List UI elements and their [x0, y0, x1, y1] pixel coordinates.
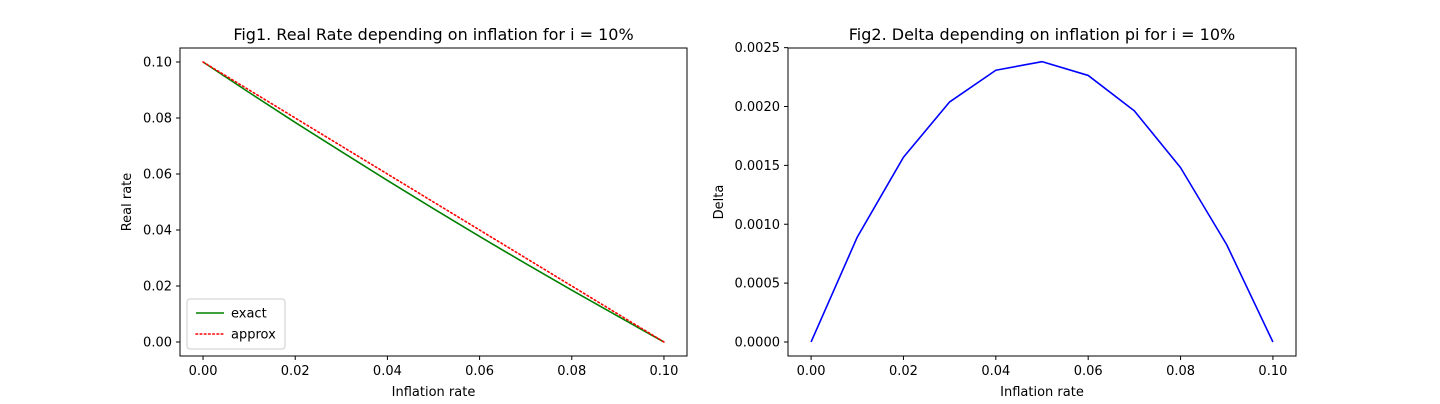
chart1-legend-label-exact: exact: [231, 307, 267, 322]
chart1-series-exact-line: [202, 61, 665, 343]
chart2-x-tick-label: 0.06: [1074, 364, 1103, 379]
chart1-y-tick-label: 0.08: [143, 112, 172, 127]
chart1-y-tick-label: 0.04: [143, 224, 172, 239]
chart1-legend: exact approx: [186, 298, 286, 350]
chart2-x-axis-label: Inflation rate: [1000, 385, 1084, 400]
chart1-y-tick-label: 0.10: [143, 56, 172, 71]
chart2-y-tick-label: 0.0020: [735, 100, 781, 115]
chart2-axes-frame: [787, 47, 1297, 357]
chart1-y-tick-label: 0.06: [143, 168, 172, 183]
chart1-legend-box: [186, 298, 286, 350]
chart2-x-tick-label: 0.02: [889, 364, 918, 379]
chart2-series-delta-line: [810, 60, 1274, 343]
chart1-y-tick-label: 0.00: [143, 336, 172, 351]
chart1-axes-frame: [179, 47, 688, 357]
chart2-y-tick-label: 0.0010: [735, 218, 781, 233]
chart1-x-tick-label: 0.10: [649, 364, 678, 379]
chart1-x-tick-label: 0.06: [465, 364, 494, 379]
chart1-title: Fig1. Real Rate depending on inflation f…: [233, 25, 633, 44]
chart2-y-axis-label: Delta: [712, 185, 727, 220]
chart2-x-tick-label: 0.00: [797, 364, 826, 379]
chart-real-rate: Fig1. Real Rate depending on inflation f…: [120, 25, 688, 400]
chart1-series-approx-line: [202, 61, 665, 343]
chart2-x-tick-label: 0.04: [981, 364, 1010, 379]
chart1-x-tick-label: 0.00: [189, 364, 218, 379]
chart2-y-tick-label: 0.0000: [735, 335, 781, 350]
chart1-legend-label-approx: approx: [231, 328, 276, 343]
chart1-x-axis-label: Inflation rate: [392, 385, 476, 400]
chart1-y-axis-label: Real rate: [120, 173, 135, 232]
chart2-y-tick-label: 0.0015: [735, 159, 781, 174]
chart-delta: Fig2. Delta depending on inflation pi fo…: [712, 25, 1297, 400]
chart2-x-tick-label: 0.08: [1166, 364, 1195, 379]
chart1-x-tick-label: 0.08: [557, 364, 586, 379]
chart2-y-tick-label: 0.0005: [735, 277, 781, 292]
chart2-x-tick-label: 0.10: [1258, 364, 1287, 379]
chart1-y-tick-label: 0.02: [143, 280, 172, 295]
chart1-x-tick-label: 0.04: [373, 364, 402, 379]
chart1-x-tick-label: 0.02: [281, 364, 310, 379]
chart2-y-tick-label: 0.0025: [735, 41, 781, 56]
chart2-title: Fig2. Delta depending on inflation pi fo…: [849, 25, 1235, 44]
